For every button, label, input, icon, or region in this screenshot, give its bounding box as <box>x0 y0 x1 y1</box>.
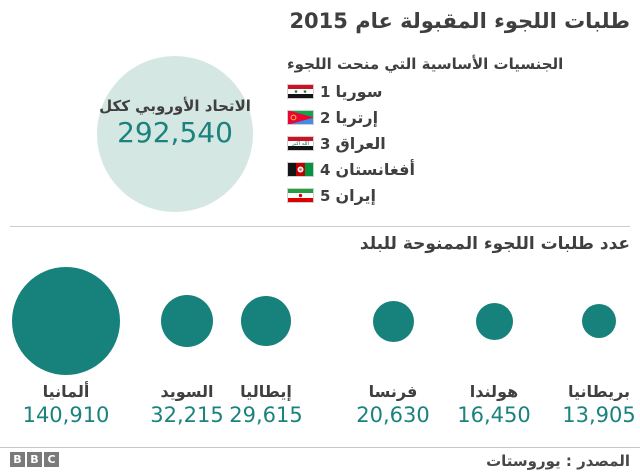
source-label: المصدر : يوروستات <box>486 452 630 470</box>
country-bubble <box>372 300 414 342</box>
eu-total-value: 292,540 <box>117 116 233 149</box>
nationality-row: 5 إيران <box>287 186 563 205</box>
afghanistan-flag-icon <box>287 162 314 177</box>
country-bubble <box>241 296 291 346</box>
bbc-logo-letter: B <box>27 452 42 467</box>
country-value: 13,905 <box>562 403 636 427</box>
country-name: بريطانيا <box>567 382 631 401</box>
nationality-row: 2 إرتريا <box>287 108 563 127</box>
by-country-heading: عدد طلبات اللجوء الممنوحة للبلد <box>359 234 630 254</box>
nationality-rank: 5 <box>320 186 331 205</box>
nationality-name: إيران <box>335 186 377 205</box>
country-name: فرنسا <box>368 382 418 401</box>
nationality-name: إرتريا <box>335 108 379 127</box>
bbc-logo-letter: C <box>44 452 59 467</box>
country-value: 29,615 <box>229 403 303 427</box>
eu-total-label: الاتحاد الأوروبي ككل <box>99 97 251 115</box>
country-name: هولندا <box>469 382 519 401</box>
footer-divider <box>0 447 640 448</box>
page-title: طلبات اللجوء المقبولة عام 2015 <box>289 9 630 33</box>
country-value: 20,630 <box>356 403 430 427</box>
bbc-logo-letter: B <box>10 452 25 467</box>
country-bubble <box>582 304 616 338</box>
country-bubble <box>12 267 120 375</box>
eritrea-flag-icon <box>287 110 314 125</box>
country-bubble <box>161 295 213 347</box>
eu-total-text: الاتحاد الأوروبي ككل 292,540 <box>99 97 251 149</box>
iran-flag-icon <box>287 188 314 203</box>
nationality-rank: 2 <box>320 108 331 127</box>
nationality-name: أفغانستان <box>335 160 415 179</box>
country-value: 16,450 <box>457 403 531 427</box>
country-bubble <box>475 302 513 340</box>
nationality-name: سوريا <box>335 82 383 101</box>
nationalities-list: 1 سوريا 2 إرتريا الله أكبر 3 العراق 4 أفغانستان 5… <box>287 82 563 205</box>
iraq-flag-icon: الله أكبر <box>287 136 314 151</box>
nationality-rank: 3 <box>320 134 331 153</box>
country-name: السويد <box>160 382 214 401</box>
country-value: 140,910 <box>22 403 110 427</box>
section-divider <box>10 226 630 227</box>
svg-text:الله أكبر: الله أكبر <box>291 140 309 147</box>
nationality-row: 1 سوريا <box>287 82 563 101</box>
nationality-rank: 1 <box>320 82 331 101</box>
country-name: إيطاليا <box>240 382 292 401</box>
nationality-row: الله أكبر 3 العراق <box>287 134 563 153</box>
nationalities-heading: الجنسيات الأساسية التي منحت اللجوء <box>287 55 564 73</box>
top-nationalities-panel: الجنسيات الأساسية التي منحت اللجوء 1 سوري… <box>287 55 563 214</box>
nationality-rank: 4 <box>320 160 331 179</box>
country-name: ألمانيا <box>42 382 90 401</box>
country-value: 32,215 <box>150 403 224 427</box>
nationality-name: العراق <box>335 134 386 153</box>
syria-flag-icon <box>287 84 314 99</box>
nationality-row: 4 أفغانستان <box>287 160 563 179</box>
eu-total-bubble: الاتحاد الأوروبي ككل 292,540 <box>97 56 253 212</box>
